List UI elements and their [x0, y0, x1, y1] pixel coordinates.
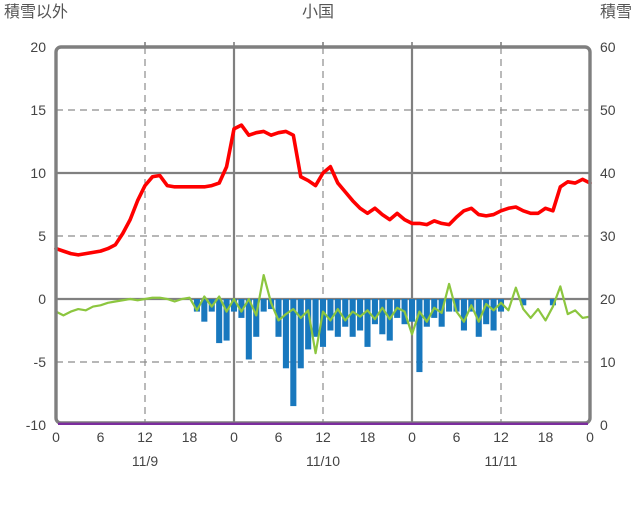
svg-text:10: 10	[30, 165, 46, 181]
svg-text:11/11: 11/11	[485, 453, 518, 469]
svg-text:20: 20	[30, 39, 46, 55]
svg-text:60: 60	[600, 39, 616, 55]
svg-text:積雪: 積雪	[600, 3, 632, 21]
svg-text:12: 12	[493, 429, 509, 445]
svg-text:-5: -5	[34, 354, 47, 370]
svg-text:小国: 小国	[302, 3, 334, 21]
svg-text:6: 6	[453, 429, 461, 445]
svg-text:6: 6	[97, 429, 105, 445]
svg-text:15: 15	[30, 102, 46, 118]
svg-text:12: 12	[315, 429, 331, 445]
svg-text:11/9: 11/9	[132, 453, 158, 469]
svg-text:-10: -10	[26, 417, 46, 433]
svg-text:0: 0	[586, 429, 594, 445]
svg-text:18: 18	[360, 429, 376, 445]
svg-text:50: 50	[600, 102, 616, 118]
svg-text:0: 0	[52, 429, 60, 445]
svg-text:0: 0	[38, 291, 46, 307]
svg-text:10: 10	[600, 354, 616, 370]
svg-text:0: 0	[600, 417, 608, 433]
svg-text:20: 20	[600, 291, 616, 307]
svg-text:0: 0	[408, 429, 416, 445]
svg-text:6: 6	[275, 429, 283, 445]
svg-text:30: 30	[600, 228, 616, 244]
svg-text:12: 12	[137, 429, 153, 445]
svg-text:0: 0	[230, 429, 238, 445]
svg-text:11/10: 11/10	[306, 453, 340, 469]
svg-text:積雪以外: 積雪以外	[4, 3, 68, 21]
svg-text:18: 18	[182, 429, 198, 445]
svg-text:5: 5	[38, 228, 46, 244]
svg-text:40: 40	[600, 165, 616, 181]
svg-text:18: 18	[538, 429, 554, 445]
